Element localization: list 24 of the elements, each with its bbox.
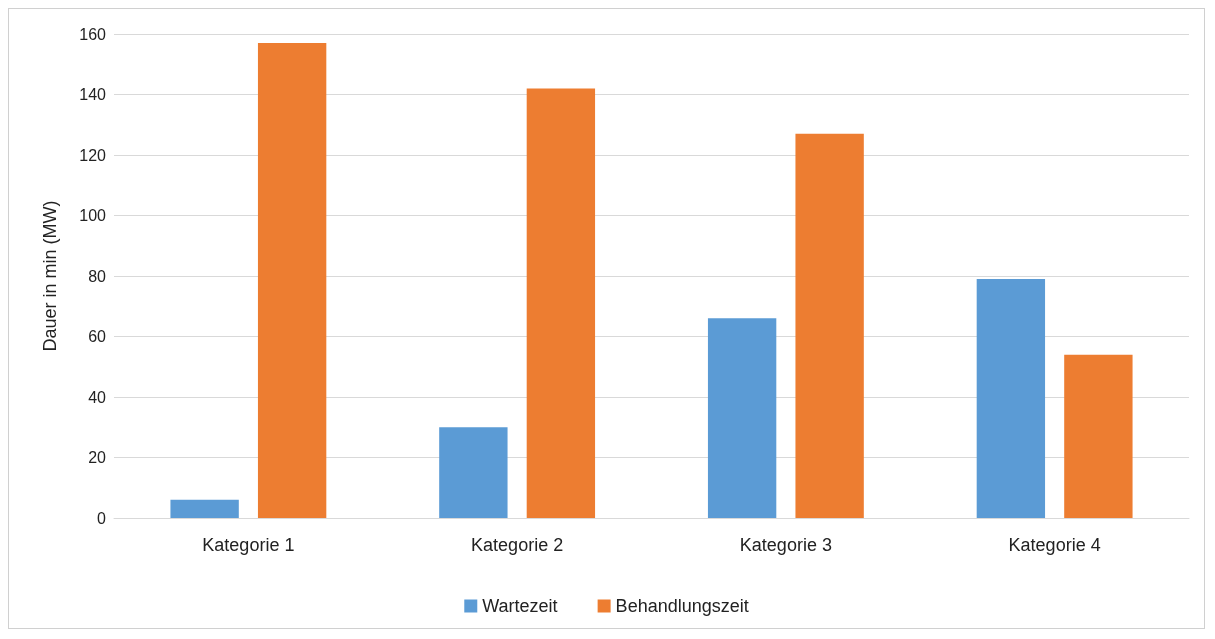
y-tick-label: 40: [88, 388, 107, 406]
y-axis-title: Dauer in min (MW): [40, 200, 60, 352]
y-tick-label: 80: [88, 267, 107, 285]
y-tick-label: 60: [88, 328, 107, 345]
y-tick-label: 100: [79, 207, 107, 224]
bar: [439, 427, 508, 518]
y-tick-label: 0: [97, 509, 107, 527]
y-tick-label: 120: [79, 146, 107, 164]
bar: [257, 43, 327, 518]
legend-label: Behandlungszeit: [615, 596, 749, 616]
bar: [976, 279, 1046, 518]
y-tick-label: 160: [79, 25, 107, 43]
y-tick-label: 20: [88, 449, 107, 466]
y-tick-label: 140: [79, 86, 107, 103]
bar: [1064, 354, 1133, 518]
bar: [795, 133, 864, 518]
bar: [526, 88, 596, 518]
x-tick-label: Kategorie 4: [1008, 535, 1101, 555]
x-tick-label: Kategorie 1: [202, 535, 295, 555]
bar: [170, 499, 239, 518]
x-tick-label: Kategorie 2: [471, 535, 564, 555]
legend-label: Wartezeit: [482, 596, 558, 616]
x-tick-label: Kategorie 3: [739, 535, 832, 555]
bar: [707, 318, 777, 518]
